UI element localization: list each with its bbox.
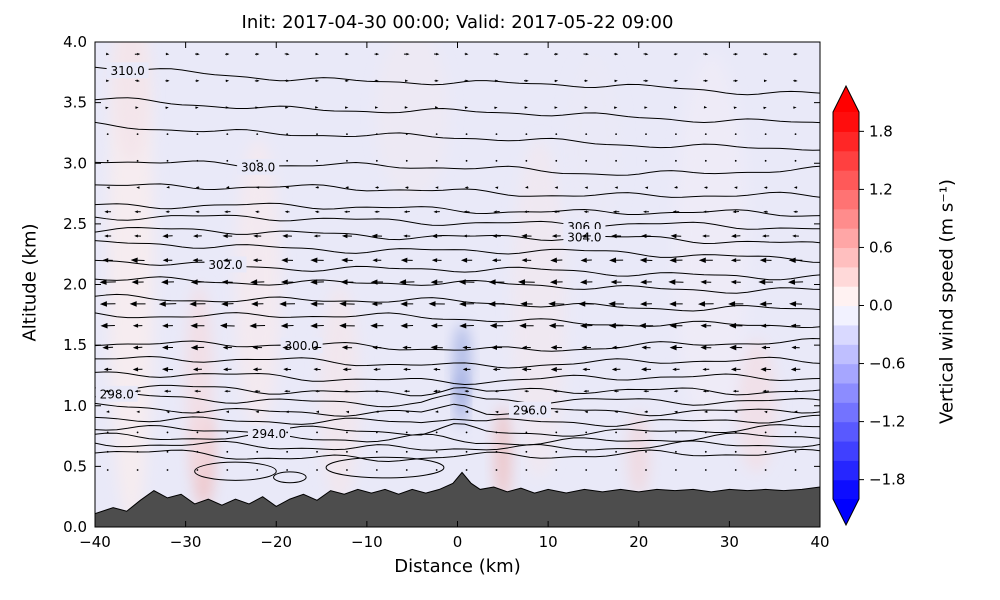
contour-lines <box>95 66 820 484</box>
colorbar-tick-label: 0.0 <box>869 297 893 315</box>
colorbar-extend-min <box>833 499 859 525</box>
y-tick-label: 4.0 <box>63 33 87 51</box>
contour-labels: 310.0308.0306.0304.0302.0300.0298.0296.0… <box>95 62 606 442</box>
x-tick-label: −30 <box>170 533 202 551</box>
wind-arrows <box>99 52 804 471</box>
y-tick-label: 1.5 <box>63 336 87 354</box>
colorbar-tick-label: −1.2 <box>869 413 905 431</box>
y-tick-label: 3.0 <box>63 154 87 172</box>
y-tick-label: 2.0 <box>63 276 87 294</box>
colorbar-tick-label: 1.2 <box>869 180 893 198</box>
colorbar-extend-max <box>833 86 859 112</box>
x-tick-label: −20 <box>260 533 292 551</box>
colorbar: 1.8 1.2 0.6 0.0 −0.6 −1.2 −1.8 <box>832 84 905 527</box>
colorbar-tick-label: −1.8 <box>869 471 905 489</box>
contour-label: 304.0 <box>567 230 601 244</box>
colorbar-tick-label: 0.6 <box>869 238 893 256</box>
colorbar-tick-label: 1.8 <box>869 122 893 140</box>
y-axis-label: Altitude (km) <box>19 223 41 342</box>
terrain <box>95 471 820 527</box>
axes: −40 −30 −20 −10 0 10 20 30 40 0.0 0.5 1.0 1.5 2.0 2.5 3… <box>63 33 829 551</box>
x-tick-label: 20 <box>629 533 648 551</box>
y-tick-label: 1.0 <box>63 397 87 415</box>
x-tick-label: −10 <box>351 533 383 551</box>
x-tick-label: 10 <box>539 533 558 551</box>
y-tick-label: 3.5 <box>63 94 87 112</box>
contour-label: 296.0 <box>513 403 547 417</box>
contour-label: 308.0 <box>241 160 275 174</box>
plot-title: Init: 2017-04-30 00:00; Valid: 2017-05-2… <box>241 12 674 33</box>
contour-label: 294.0 <box>252 427 286 441</box>
y-tick-label: 2.5 <box>63 215 87 233</box>
contour-label: 300.0 <box>284 339 318 353</box>
y-tick-label: 0.0 <box>63 518 87 536</box>
contour-label: 302.0 <box>208 258 242 272</box>
x-tick-label: 30 <box>720 533 739 551</box>
colorbar-tick-label: −0.6 <box>869 355 905 373</box>
x-axis-label: Distance (km) <box>394 556 521 577</box>
contour-label: 310.0 <box>110 64 144 78</box>
x-tick-label: 0 <box>453 533 463 551</box>
colorbar-label: Vertical wind speed (m s⁻¹) <box>936 179 958 424</box>
contour-label: 298.0 <box>100 387 134 401</box>
x-tick-label: 40 <box>810 533 829 551</box>
y-tick-label: 0.5 <box>63 457 87 475</box>
x-tick-label: −40 <box>79 533 111 551</box>
